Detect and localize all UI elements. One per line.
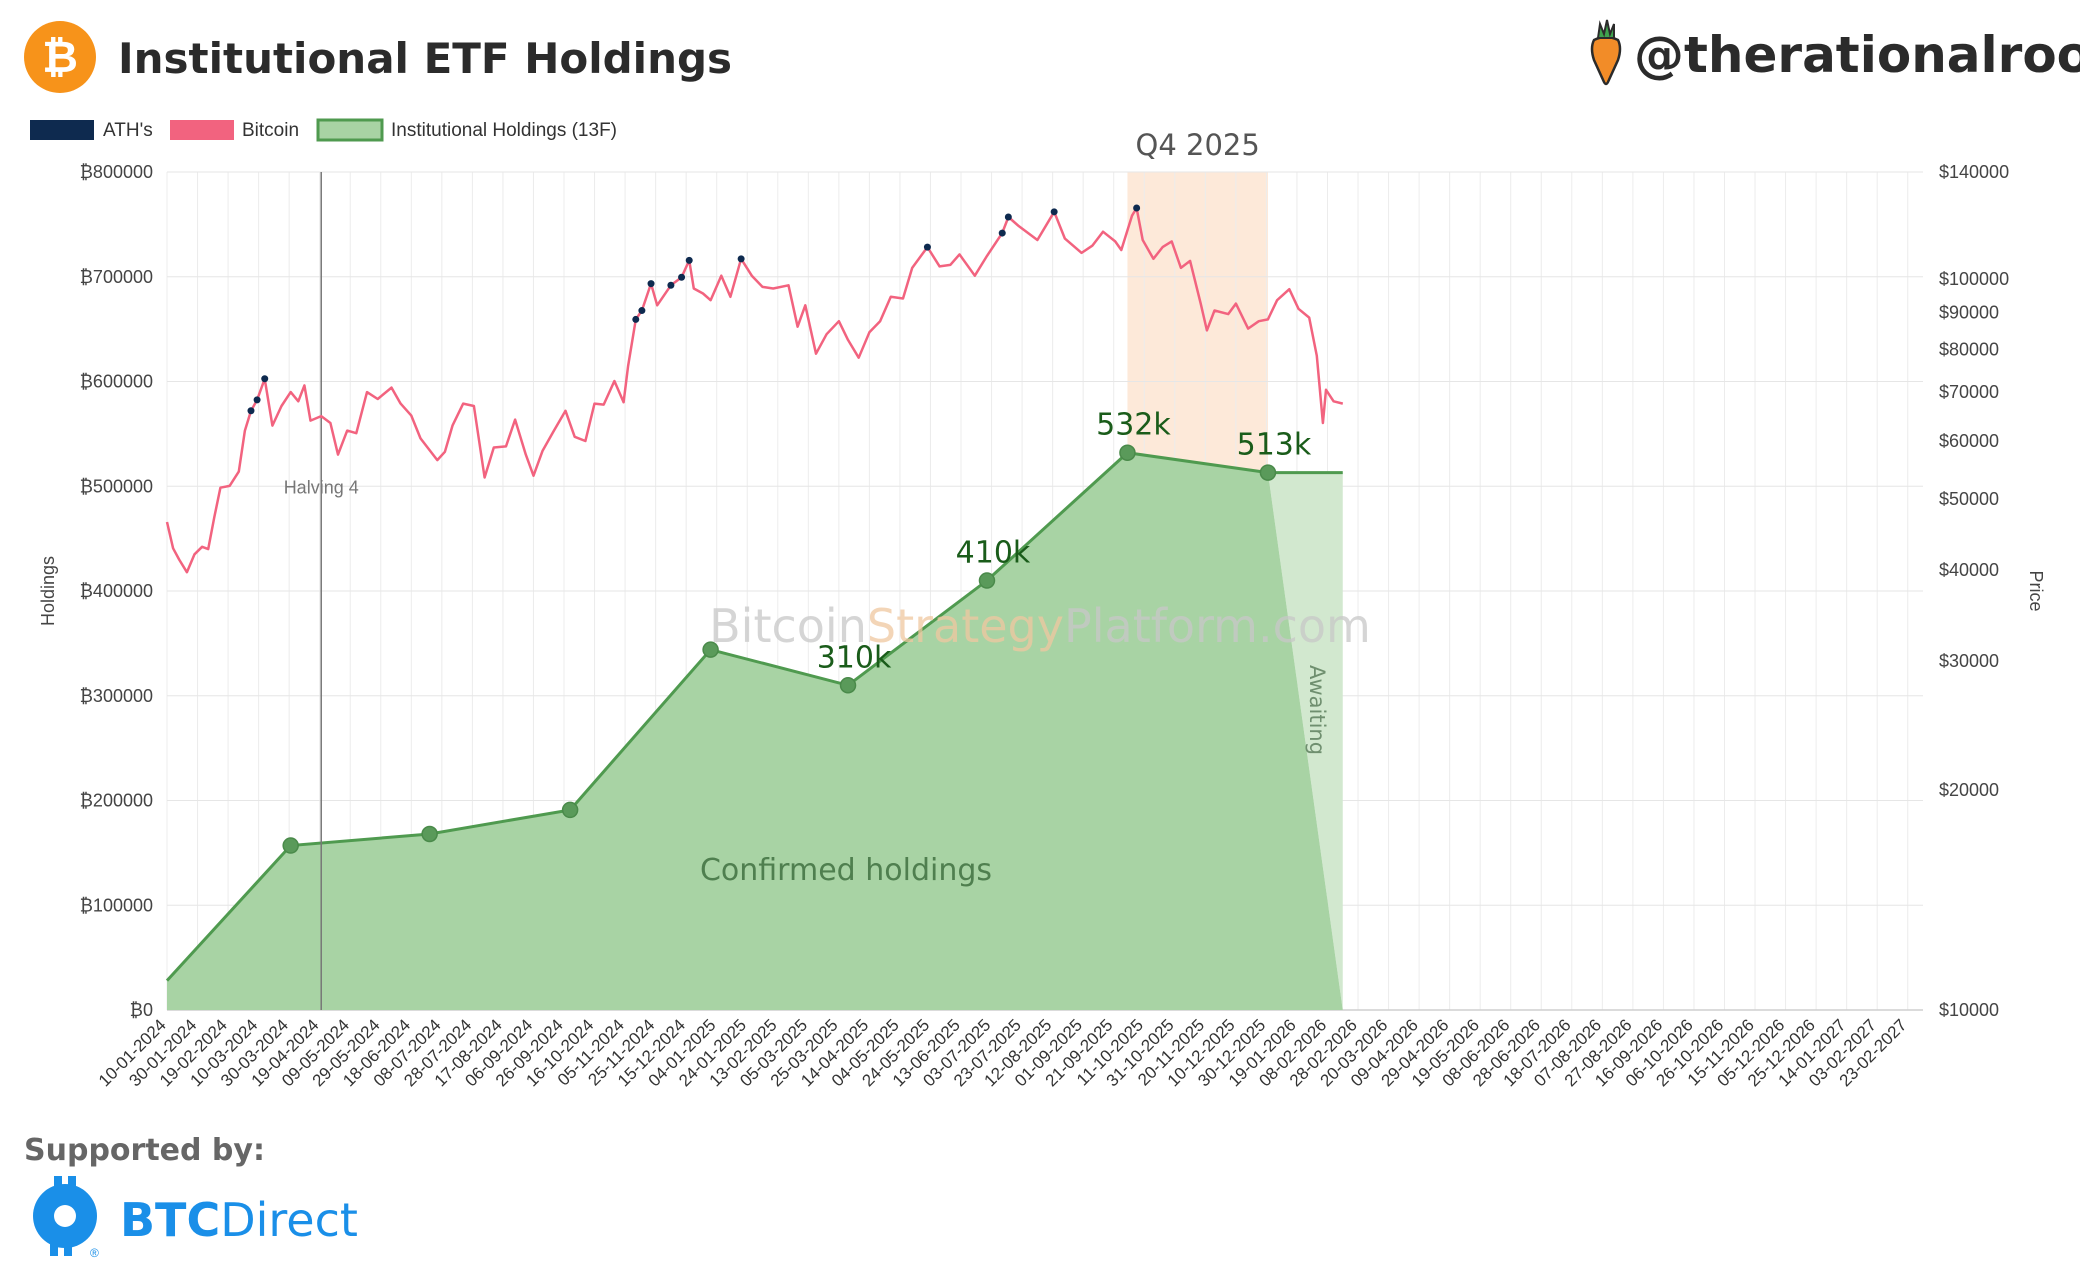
highlight-band-label: Q4 2025 [1136, 128, 1260, 162]
ath-marker[interactable] [678, 273, 686, 281]
holdings-point[interactable] [1259, 464, 1277, 481]
y-left-tick-label: ₿400000 [80, 581, 153, 601]
y-left-tick-label: ₿600000 [80, 372, 153, 392]
y-right-tick-label: $70000 [1939, 382, 1999, 402]
ath-marker[interactable] [647, 280, 655, 288]
holdings-point[interactable] [978, 572, 996, 589]
y-left-tick-label: ₿800000 [80, 162, 153, 182]
bitcoin-price-line [165, 206, 1344, 574]
ath-marker[interactable] [998, 229, 1006, 237]
confirmed-holdings-area [167, 452, 1343, 1011]
holdings-point[interactable] [839, 677, 857, 694]
watermark-part1: Bitcoin [709, 599, 867, 653]
holdings-point[interactable] [282, 837, 299, 854]
twitter-handle: @therationalroot [1634, 26, 2080, 84]
y-right-tick-label: $100000 [1939, 269, 2009, 289]
ath-marker[interactable] [923, 243, 931, 251]
supported-by-label: Supported by: [24, 1133, 265, 1168]
brand-name: BTCDirect [120, 1193, 358, 1247]
y-left-tick-label: ₿0 [130, 1000, 153, 1020]
chart-title: Institutional ETF Holdings [118, 34, 732, 83]
y-left-tick-label: ₿100000 [80, 895, 153, 915]
y-left-axis-title: Holdings [38, 556, 58, 626]
y-left-tick-label: ₿500000 [80, 476, 153, 496]
legend-swatch-bitcoin [170, 120, 234, 140]
ath-marker[interactable] [737, 255, 745, 263]
btc-direct-logo-icon[interactable]: ® BTCDirect [33, 1176, 358, 1260]
y-right-tick-label: $140000 [1939, 162, 2009, 182]
legend-item-holdings[interactable]: Institutional Holdings (13F) [316, 118, 617, 142]
legend-swatch-holdings [316, 118, 384, 142]
y-right-tick-label: $90000 [1939, 302, 1999, 322]
data-label: 532k [1096, 408, 1171, 443]
watermark: BitcoinStrategyPlatform.com [709, 599, 1371, 653]
awaiting-area [1267, 472, 1343, 1010]
legend-label-ath: ATH's [103, 120, 153, 141]
legend-label-holdings: Institutional Holdings (13F) [391, 120, 617, 141]
brand-registered-mark: ® [90, 1246, 99, 1260]
holdings-point[interactable] [1119, 444, 1136, 461]
halving-marker-label: Halving 4 [284, 478, 359, 498]
ath-marker[interactable] [1050, 208, 1058, 216]
header: ₿ Institutional ETF Holdings @therationa… [24, 19, 2080, 93]
holdings-point[interactable] [702, 641, 719, 658]
y-left-tick-label: ₿300000 [80, 686, 153, 706]
watermark-part2: Strategy [867, 599, 1064, 653]
y-right-tick-label: $80000 [1939, 340, 1999, 360]
confirmed-holdings-label: Confirmed holdings [700, 853, 992, 888]
ath-marker[interactable] [685, 256, 693, 264]
awaiting-label: Awaiting [1305, 665, 1329, 755]
y-left-tick-label: ₿700000 [80, 267, 153, 287]
ath-marker[interactable] [247, 407, 255, 415]
ath-marker[interactable] [1004, 213, 1012, 221]
legend-swatch-ath [30, 120, 94, 140]
ath-marker[interactable] [638, 307, 646, 315]
y-right-tick-label: $60000 [1939, 431, 1999, 451]
bitcoin-logo-icon: ₿ [24, 21, 96, 93]
brand-name-direct: Direct [220, 1193, 358, 1247]
ath-marker[interactable] [253, 396, 261, 404]
y-right-axis-title: Price [2026, 570, 2046, 611]
carrot-icon [1590, 19, 1622, 86]
data-label: 410k [956, 536, 1031, 571]
legend-item-ath[interactable]: ATH's [30, 120, 153, 141]
y-right-tick-label: $10000 [1939, 1000, 1999, 1020]
ath-marker[interactable] [261, 375, 269, 383]
legend: ATH's Bitcoin Institutional Holdings (13… [30, 118, 617, 142]
y-left-tick-label: ₿200000 [80, 791, 153, 811]
legend-item-bitcoin[interactable]: Bitcoin [170, 120, 299, 141]
footer: Supported by: ® BTCDirect [24, 1133, 358, 1260]
watermark-part3: Platform.com [1064, 599, 1371, 653]
ath-marker[interactable] [632, 315, 640, 323]
y-right-tick-label: $40000 [1939, 560, 1999, 580]
brand-name-btc: BTC [120, 1193, 220, 1247]
holdings-point[interactable] [421, 825, 438, 843]
data-label: 310k [817, 640, 892, 675]
y-right-tick-label: $30000 [1939, 651, 1999, 671]
y-right-tick-label: $20000 [1939, 780, 1999, 800]
plot-area: ₿0 ₿100000 ₿200000 ₿300000 ₿400000 ₿500000 ₿60… [38, 128, 2046, 1090]
y-right-tick-label: $50000 [1939, 489, 1999, 509]
holdings-point[interactable] [561, 801, 579, 819]
bitcoin-logo-glyph: ₿ [42, 32, 78, 83]
data-label: 513k [1237, 428, 1312, 463]
legend-label-bitcoin: Bitcoin [242, 120, 299, 141]
holdings-line [165, 451, 1343, 982]
ath-marker[interactable] [667, 281, 675, 289]
ath-marker[interactable] [1133, 204, 1141, 212]
